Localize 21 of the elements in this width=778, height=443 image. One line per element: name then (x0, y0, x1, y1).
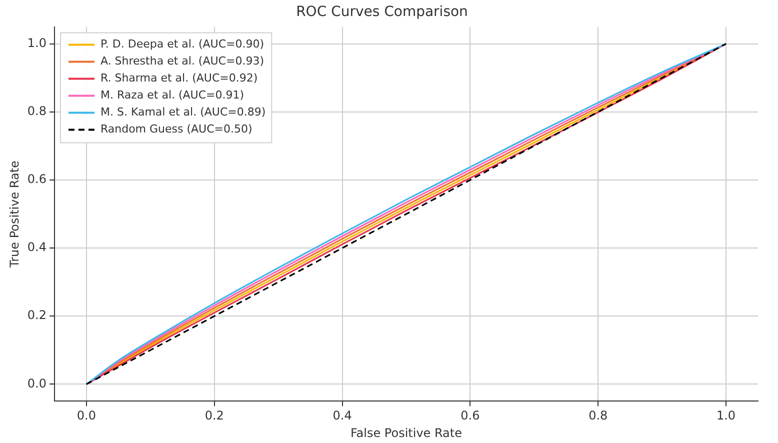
legend-label: A. Shrestha et al. (AUC=0.93) (100, 54, 264, 68)
y-tick-label: 0.2 (27, 308, 46, 322)
y-tick-label: 0.8 (27, 104, 46, 118)
x-tick-label: 0.6 (460, 408, 480, 423)
y-tick-label: 0.4 (27, 240, 46, 254)
chart-title: ROC Curves Comparison (296, 4, 468, 20)
legend-label: R. Sharma et al. (AUC=0.92) (100, 72, 258, 85)
y-axis-title: True Positive Rate (7, 160, 22, 268)
legend-label: P. D. Deepa et al. (AUC=0.90) (100, 38, 264, 51)
legend-label: Random Guess (AUC=0.50) (100, 122, 252, 136)
legend-label: M. S. Kamal et al. (AUC=0.89) (100, 106, 266, 119)
x-tick-label: 0.8 (588, 408, 608, 423)
x-axis-title: False Positive Rate (350, 426, 462, 440)
x-tick-label: 0.0 (76, 408, 96, 423)
y-tick-label: 0.6 (27, 172, 46, 186)
legend-label: M. Raza et al. (AUC=0.91) (100, 88, 244, 102)
x-tick-label: 1.0 (716, 408, 736, 423)
x-tick-label: 0.4 (332, 408, 352, 423)
y-tick-label: 0.0 (27, 376, 46, 390)
x-tick-label: 0.2 (204, 408, 224, 423)
y-tick-label: 1.0 (27, 36, 46, 50)
